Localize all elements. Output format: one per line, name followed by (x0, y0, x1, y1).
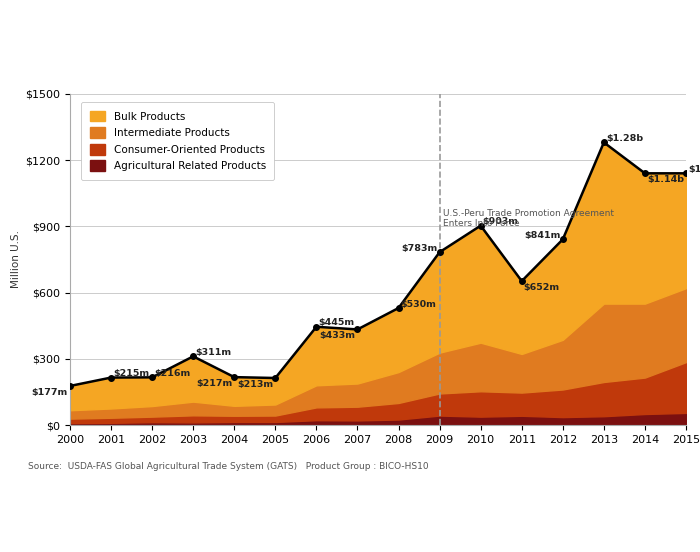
Text: U.S.-Peru Trade Promotion Agreement
Enters Into Force: U.S.-Peru Trade Promotion Agreement Ente… (443, 209, 614, 228)
Text: $1.14b: $1.14b (688, 165, 700, 174)
Text: Website:: Website: (18, 503, 76, 513)
Text: $783m: $783m (401, 243, 438, 253)
Text: www.fas.usda.gov: www.fas.usda.gov (79, 503, 181, 513)
Text: $217m: $217m (196, 379, 232, 388)
Text: $311m: $311m (195, 348, 232, 357)
Text: $841m: $841m (524, 231, 561, 240)
Text: $1.28b: $1.28b (606, 134, 643, 143)
Text: $1.14b: $1.14b (647, 175, 684, 184)
Text: $433m: $433m (319, 331, 356, 340)
Text: $530m: $530m (400, 300, 437, 309)
Text: $216m: $216m (154, 369, 190, 378)
Text: $213m: $213m (237, 380, 273, 389)
Text: $445m: $445m (318, 319, 355, 327)
Y-axis label: Million U.S.: Million U.S. (11, 230, 21, 289)
Text: $903m: $903m (483, 217, 519, 226)
Text: Source:  USDA-FAS Global Agricultural Trade System (GATS)   Product Group : BICO: Source: USDA-FAS Global Agricultural Tra… (28, 462, 428, 471)
Text: @USDAForeignAg: @USDAForeignAg (70, 527, 169, 537)
Text: $177m: $177m (32, 388, 68, 397)
Text: $652m: $652m (524, 283, 560, 292)
Legend: Bulk Products, Intermediate Products, Consumer-Oriented Products, Agricultural R: Bulk Products, Intermediate Products, Co… (81, 102, 274, 179)
Text: United States Department of Agriculture
Foreign Agricultural Service: United States Department of Agriculture … (406, 502, 632, 523)
Text: U.S. Agricultural and Related Product Exports to Peru, 2000-2015: U.S. Agricultural and Related Product Ex… (18, 42, 700, 61)
Text: USDA: USDA (601, 503, 659, 522)
Text: $215m: $215m (113, 369, 149, 378)
Text: Twitter:: Twitter: (18, 527, 70, 537)
